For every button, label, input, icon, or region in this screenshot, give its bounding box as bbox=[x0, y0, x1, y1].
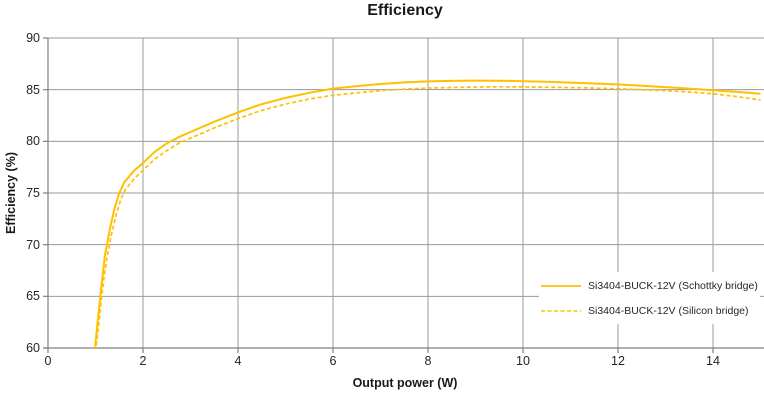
y-tick-label: 60 bbox=[26, 341, 40, 355]
legend-label: Si3404-BUCK-12V (Schottky bridge) bbox=[588, 279, 758, 292]
x-tick-label: 12 bbox=[611, 354, 625, 368]
series-line-1 bbox=[95, 85, 761, 348]
series-line-0 bbox=[94, 79, 761, 348]
series-group bbox=[94, 79, 761, 348]
legend: Si3404-BUCK-12V (Schottky bridge) Si3404-… bbox=[539, 272, 760, 324]
y-tick-label: 80 bbox=[26, 134, 40, 149]
y-tick-label: 65 bbox=[26, 289, 40, 304]
x-axis-title: Output power (W) bbox=[352, 376, 458, 390]
legend-solid-line-swatch bbox=[541, 284, 581, 287]
chart-title: Efficiency bbox=[367, 2, 443, 19]
y-tick-label: 85 bbox=[26, 82, 40, 97]
x-tick-label: 4 bbox=[234, 354, 242, 368]
x-tick-label: 14 bbox=[706, 354, 720, 368]
y-tick-label: 70 bbox=[26, 237, 40, 252]
x-tick-label: 2 bbox=[139, 354, 147, 368]
x-tick-label: 0 bbox=[44, 354, 52, 368]
legend-item: Si3404-BUCK-12V (Schottky bridge) bbox=[541, 273, 758, 298]
x-tick-label: 6 bbox=[329, 354, 337, 368]
y-tick-label: 75 bbox=[26, 186, 40, 200]
x-tick-label: 8 bbox=[424, 354, 432, 368]
y-tick-label: 90 bbox=[26, 31, 40, 45]
legend-label: Si3404-BUCK-12V (Silicon bridge) bbox=[588, 304, 749, 317]
legend-item: Si3404-BUCK-12V (Silicon bridge) bbox=[541, 298, 758, 323]
legend-dashed-line-swatch bbox=[541, 309, 581, 312]
x-tick-label: 10 bbox=[516, 354, 530, 368]
